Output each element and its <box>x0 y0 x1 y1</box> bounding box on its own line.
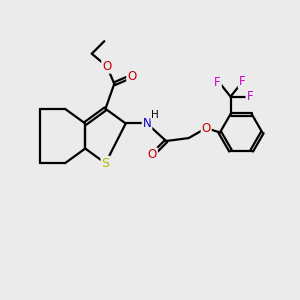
Text: O: O <box>127 70 136 83</box>
Text: O: O <box>102 60 111 73</box>
Text: F: F <box>214 76 221 89</box>
Text: H: H <box>152 110 159 120</box>
Text: O: O <box>148 148 157 161</box>
Text: N: N <box>142 117 152 130</box>
Text: F: F <box>246 90 253 103</box>
Text: S: S <box>101 157 110 170</box>
Text: O: O <box>202 122 211 135</box>
Text: F: F <box>239 75 245 88</box>
